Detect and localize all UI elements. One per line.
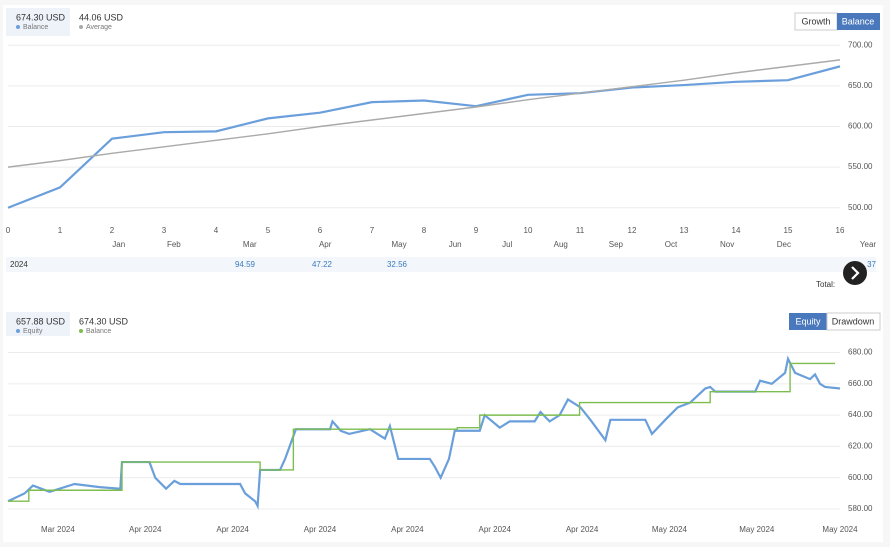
x-tick-label: 11 xyxy=(576,226,585,235)
tab-button[interactable] xyxy=(789,313,827,330)
tab-button[interactable] xyxy=(837,13,880,30)
chevron-icon xyxy=(851,266,860,280)
y-tick-label: 680.00 xyxy=(848,348,873,357)
x-tick-label: Apr 2024 xyxy=(478,525,511,534)
legend-dot xyxy=(79,25,83,29)
month-tick-label: Jun xyxy=(449,240,462,249)
x-tick-label: 13 xyxy=(680,226,689,235)
legend-value: 657.88 USD xyxy=(16,316,66,326)
month-tick-label: Oct xyxy=(665,240,678,249)
tab-label[interactable]: Equity xyxy=(795,316,821,326)
table-cell: 47.22 xyxy=(312,260,333,269)
x-tick-label: 9 xyxy=(474,226,479,235)
x-tick-label: 5 xyxy=(266,226,271,235)
y-tick-label: 700.00 xyxy=(848,40,873,49)
x-tick-label: 15 xyxy=(784,226,793,235)
x-tick-label: 8 xyxy=(422,226,427,235)
legend-dot xyxy=(16,329,20,333)
table-cell: 32.56 xyxy=(387,260,408,269)
x-tick-label: 10 xyxy=(524,226,533,235)
month-tick-label: Dec xyxy=(777,240,791,249)
y-tick-label: 660.00 xyxy=(848,379,873,388)
tab-button[interactable] xyxy=(826,312,881,331)
next-button[interactable] xyxy=(843,261,867,285)
tab-label[interactable]: Balance xyxy=(842,16,875,26)
x-tick-label: 0 xyxy=(6,226,11,235)
y-tick-label: 650.00 xyxy=(848,81,873,90)
series-line xyxy=(8,362,836,502)
month-tick-label: Feb xyxy=(167,240,181,249)
y-tick-label: 550.00 xyxy=(848,162,873,171)
legend-dot xyxy=(79,329,83,333)
x-tick-label: 6 xyxy=(318,226,323,235)
legend-box xyxy=(6,8,70,36)
month-tick-label: May xyxy=(391,240,406,249)
tab-label[interactable]: Drawdown xyxy=(832,316,875,326)
legend-label: Average xyxy=(86,24,112,31)
y-tick-label: 600.00 xyxy=(848,122,873,131)
x-axis-label: Year xyxy=(860,240,877,249)
month-tick-label: Jul xyxy=(502,240,512,249)
x-tick-label: May 2024 xyxy=(652,525,688,534)
x-tick-label: Apr 2024 xyxy=(304,525,337,534)
legend-value: 674.30 USD xyxy=(16,12,66,22)
legend-label: Balance xyxy=(23,24,48,31)
x-tick-label: 2 xyxy=(110,226,115,235)
x-tick-label: 4 xyxy=(214,226,219,235)
x-tick-label: Mar 2024 xyxy=(41,525,75,534)
month-tick-label: Mar xyxy=(243,240,257,249)
month-tick-label: Sep xyxy=(609,240,624,249)
series-line xyxy=(7,59,841,168)
series-line xyxy=(7,65,841,209)
y-tick-label: 600.00 xyxy=(848,473,873,482)
panel xyxy=(3,5,883,542)
legend-value: 674.30 USD xyxy=(79,316,129,326)
y-tick-label: 580.00 xyxy=(848,504,873,513)
month-tick-label: Apr xyxy=(319,240,332,249)
y-tick-label: 500.00 xyxy=(848,203,873,212)
x-tick-label: Apr 2024 xyxy=(391,525,424,534)
x-tick-label: 12 xyxy=(628,226,637,235)
x-tick-label: Apr 2024 xyxy=(566,525,599,534)
x-tick-label: 7 xyxy=(370,226,375,235)
legend-value: 44.06 USD xyxy=(79,12,124,22)
table-row xyxy=(6,257,876,272)
table-cell: 37 xyxy=(867,260,876,269)
y-tick-label: 640.00 xyxy=(848,410,873,419)
legend-label: Balance xyxy=(86,328,111,335)
legend-label: Equity xyxy=(23,328,43,335)
month-tick-label: Aug xyxy=(554,240,568,249)
total-label: Total: xyxy=(816,280,835,289)
x-tick-label: Apr 2024 xyxy=(216,525,249,534)
tab-label[interactable]: Growth xyxy=(801,16,830,26)
legend-dot xyxy=(16,25,20,29)
month-tick-label: Jan xyxy=(112,240,125,249)
table-year: 2024 xyxy=(10,260,28,269)
x-tick-label: 1 xyxy=(58,226,63,235)
x-tick-label: 3 xyxy=(162,226,167,235)
x-tick-label: 16 xyxy=(836,226,845,235)
table-cell: 94.59 xyxy=(235,260,256,269)
x-tick-label: 14 xyxy=(732,226,741,235)
x-tick-label: Apr 2024 xyxy=(129,525,162,534)
y-tick-label: 620.00 xyxy=(848,442,873,451)
month-tick-label: Nov xyxy=(720,240,734,249)
x-tick-label: May 2024 xyxy=(739,525,775,534)
x-tick-label: May 2024 xyxy=(822,525,858,534)
